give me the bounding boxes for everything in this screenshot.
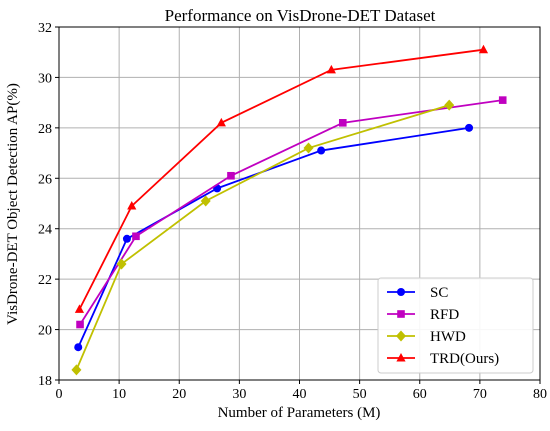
- x-tick-label: 30: [232, 387, 246, 402]
- y-ticks: 18 20 22 24 26 28 30 32: [38, 21, 59, 389]
- x-ticks: 0 10 20 30 40 50 60 70 80: [56, 380, 547, 402]
- y-tick-label: 22: [38, 273, 52, 288]
- legend: SC RFD HWD TRD(Ours): [377, 277, 534, 374]
- data-point-sc: [122, 234, 131, 243]
- legend-label-rfd: RFD: [430, 307, 459, 323]
- data-point-hwd: [303, 142, 314, 154]
- series-hwd: [71, 99, 455, 376]
- y-tick-label: 18: [38, 374, 52, 389]
- data-point-hwd: [444, 99, 455, 111]
- x-tick-label: 20: [172, 387, 186, 402]
- data-point-sc: [465, 123, 474, 132]
- y-tick-label: 32: [38, 21, 52, 36]
- x-tick-label: 50: [353, 387, 367, 402]
- y-tick-label: 20: [38, 324, 52, 339]
- y-tick-label: 28: [38, 122, 52, 137]
- legend-label-trd-ours: TRD(Ours): [430, 351, 499, 367]
- legend-marker-sc: [397, 288, 405, 296]
- data-point-hwd: [71, 364, 82, 376]
- y-axis-label: VisDrone-DET Object Detection AP(%): [5, 83, 21, 325]
- legend-box: [377, 277, 534, 374]
- data-point-trd-ours: [216, 117, 226, 127]
- data-point-hwd: [200, 195, 211, 207]
- x-axis-label: Number of Parameters (M): [218, 405, 381, 421]
- x-tick-label: 0: [56, 387, 63, 402]
- chart-title: Performance on VisDrone-DET Dataset: [165, 6, 436, 25]
- y-tick-label: 30: [38, 71, 52, 86]
- y-tick-label: 26: [38, 172, 52, 187]
- legend-label-hwd: HWD: [430, 329, 466, 345]
- series-layer: [71, 44, 507, 376]
- data-point-trd-ours: [326, 64, 336, 74]
- data-point-rfd: [338, 119, 347, 127]
- legend-marker-trd-ours: [396, 353, 406, 362]
- series-line-trd-ours: [78, 48, 484, 310]
- legend-label-sc: SC: [430, 285, 448, 301]
- x-tick-label: 70: [473, 387, 487, 402]
- x-tick-label: 60: [413, 387, 427, 402]
- data-point-trd-ours: [74, 304, 85, 313]
- data-point-rfd: [76, 320, 84, 329]
- legend-marker-hwd: [396, 330, 406, 342]
- data-point-hwd: [116, 258, 127, 270]
- data-point-rfd: [227, 171, 235, 180]
- data-point-trd-ours: [478, 44, 489, 54]
- legend-marker-rfd: [397, 310, 405, 318]
- data-point-trd-ours: [127, 201, 137, 210]
- x-tick-label: 80: [533, 387, 547, 402]
- data-point-rfd: [498, 96, 507, 104]
- y-tick-label: 24: [38, 223, 52, 238]
- data-point-sc: [74, 343, 83, 352]
- x-tick-label: 10: [112, 387, 126, 402]
- data-point-rfd: [132, 232, 140, 241]
- series-trd-ours: [74, 44, 489, 313]
- series-rfd: [76, 96, 507, 329]
- data-point-sc: [317, 146, 326, 155]
- x-tick-label: 40: [293, 387, 307, 402]
